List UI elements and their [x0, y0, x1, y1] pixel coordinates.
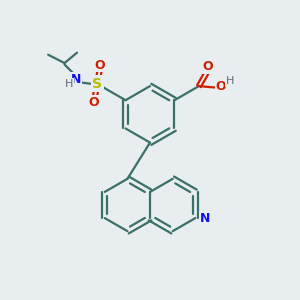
Text: O: O	[88, 96, 99, 109]
Text: S: S	[92, 77, 102, 91]
Text: H: H	[65, 79, 73, 89]
Text: O: O	[215, 80, 226, 92]
Text: N: N	[200, 212, 210, 225]
Text: H: H	[226, 76, 234, 86]
Text: O: O	[94, 59, 105, 72]
Text: N: N	[70, 73, 81, 86]
Text: O: O	[202, 60, 212, 73]
